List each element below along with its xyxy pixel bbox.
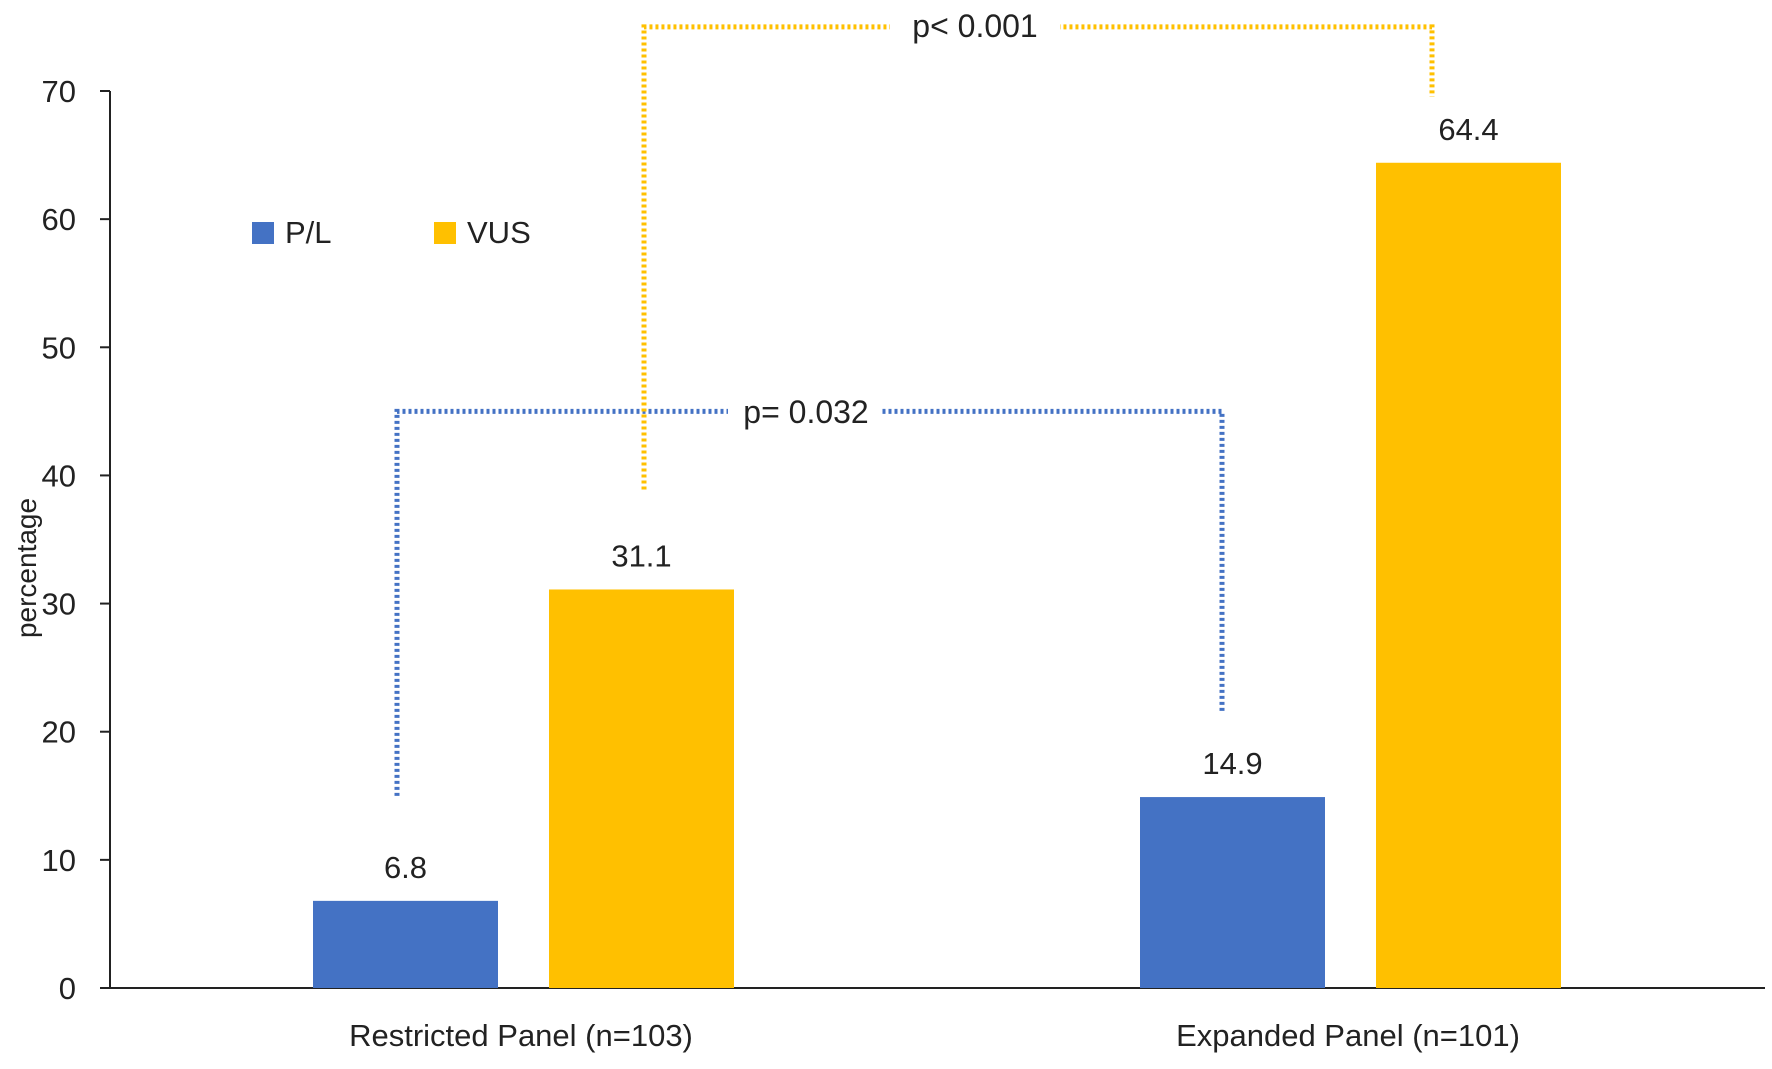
significance-bracket-pl [394, 408, 1225, 796]
bar-pl-restricted [313, 900, 498, 988]
data-label-vus-restricted: 31.1 [611, 538, 671, 573]
y-tick-label: 70 [42, 74, 76, 109]
category-label-restricted: Restricted Panel (n=103) [349, 1018, 693, 1053]
p-value-label-pl: p= 0.032 [743, 394, 868, 430]
legend-label-pl: P/L [285, 215, 332, 250]
y-axis-title: percentage [11, 498, 42, 638]
legend-swatch-pl [252, 222, 274, 244]
data-label-pl-expanded: 14.9 [1202, 746, 1262, 781]
y-ticks: 0 10 20 30 40 50 60 70 [42, 74, 110, 1006]
bar-vus-expanded [1376, 162, 1561, 988]
category-label-expanded: Expanded Panel (n=101) [1176, 1018, 1520, 1053]
y-tick-label: 60 [42, 202, 76, 237]
p-label-vus-bg [890, 4, 1060, 50]
significance-bracket-vus [641, 24, 1435, 490]
p-value-label-vus: p< 0.001 [912, 8, 1037, 44]
y-tick-label: 40 [42, 458, 76, 493]
data-label-vus-expanded: 64.4 [1438, 112, 1498, 147]
y-tick-label: 0 [59, 971, 76, 1006]
legend-label-vus: VUS [467, 215, 531, 250]
p-label-pl-bg [728, 390, 880, 436]
y-tick-label: 50 [42, 330, 76, 365]
legend-swatch-vus [434, 222, 456, 244]
bar-vus-restricted [549, 589, 734, 988]
data-label-pl-restricted: 6.8 [384, 850, 427, 885]
y-tick-label: 20 [42, 715, 76, 750]
y-tick-label: 30 [42, 587, 76, 622]
y-tick-label: 10 [42, 843, 76, 878]
bar-pl-expanded [1140, 797, 1325, 988]
